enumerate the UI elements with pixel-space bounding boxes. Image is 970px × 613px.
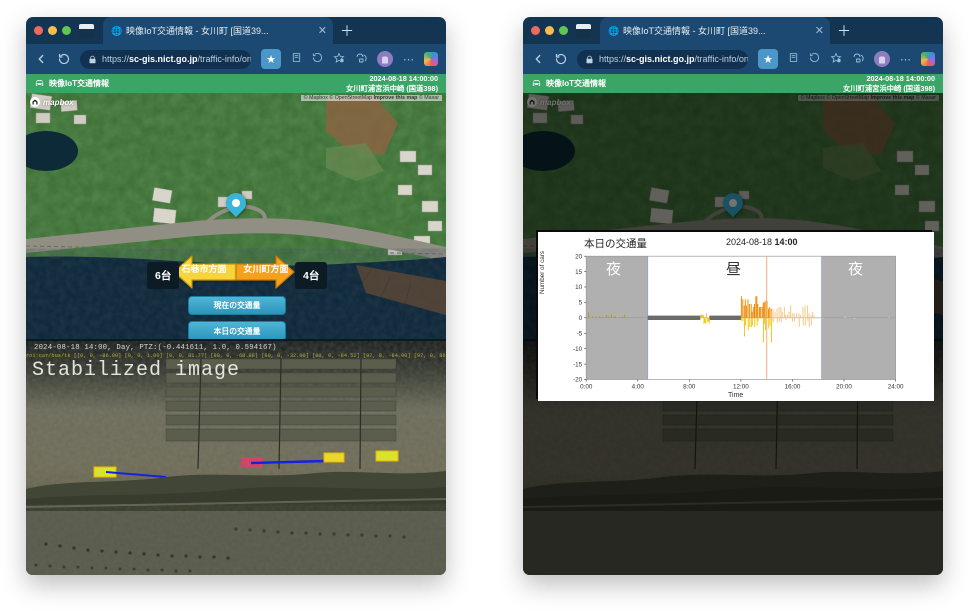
svg-text:10: 10	[575, 284, 583, 291]
svg-text:-15: -15	[573, 361, 583, 368]
svg-text:0:00: 0:00	[580, 384, 593, 391]
svg-text:20: 20	[575, 253, 583, 260]
svg-text:5: 5	[579, 300, 583, 307]
svg-text:12:00: 12:00	[733, 384, 749, 391]
svg-text:16:00: 16:00	[785, 384, 801, 391]
svg-text:-5: -5	[577, 331, 583, 338]
svg-text:0: 0	[579, 315, 583, 322]
svg-text:8:00: 8:00	[683, 384, 696, 391]
svg-text:4:00: 4:00	[632, 384, 645, 391]
svg-text:20:00: 20:00	[836, 384, 852, 391]
svg-text:24:00: 24:00	[888, 384, 904, 391]
svg-text:15: 15	[575, 269, 583, 276]
svg-text:-10: -10	[573, 346, 583, 353]
